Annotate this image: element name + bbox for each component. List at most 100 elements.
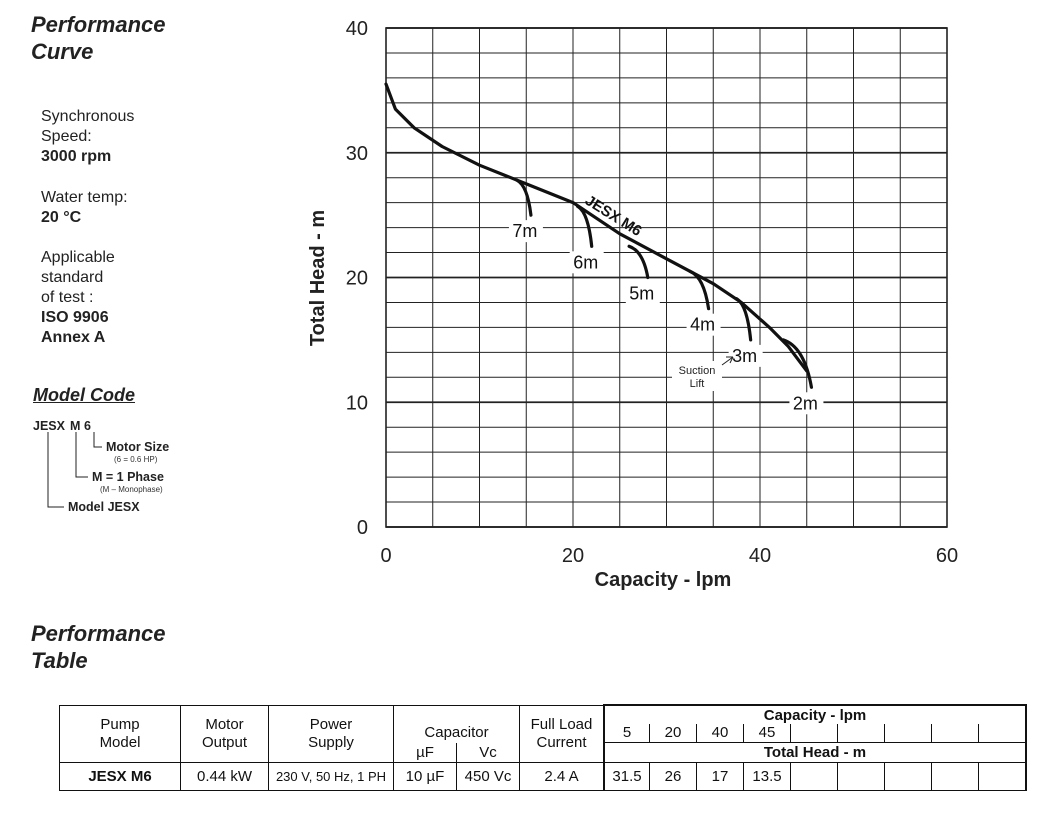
th-pump-model-line1: Pump bbox=[100, 715, 140, 733]
water-temp-label: Water temp: bbox=[41, 189, 128, 206]
model-code-diagram: JESX M 6 Motor Size M = 1 Phase Model JE… bbox=[33, 419, 169, 514]
branch-label-bg-5m bbox=[625, 282, 660, 305]
td-head-4 bbox=[790, 762, 838, 791]
td-head-5 bbox=[837, 762, 885, 791]
th-pump-model: Pump Model bbox=[59, 704, 181, 763]
branch-label-7m: 7m bbox=[512, 221, 537, 241]
capacity-value-2: 40 bbox=[696, 724, 743, 742]
water-temp-value: 20 °C bbox=[41, 209, 82, 226]
branch-label-6m: 6m bbox=[573, 252, 598, 272]
y-axis-label: Total Head - m bbox=[307, 210, 329, 346]
branch-7m bbox=[515, 178, 533, 217]
td-head-6 bbox=[884, 762, 932, 791]
model-label: Model JESX bbox=[68, 500, 140, 514]
capacity-value-3: 45 bbox=[743, 724, 790, 742]
model-code-title: Model Code bbox=[33, 385, 135, 405]
td-head-3: 13.5 bbox=[743, 762, 791, 791]
model-code-connectors bbox=[47, 432, 102, 508]
curve-heading-line2: Curve bbox=[31, 39, 94, 64]
capacity-value-0: 5 bbox=[622, 724, 632, 741]
branch-2m bbox=[781, 338, 814, 389]
suction-branches: 7m 6m 5m 4m 3m 2m bbox=[508, 178, 824, 415]
y-tick-30: 30 bbox=[346, 143, 368, 165]
td-head-7 bbox=[931, 762, 979, 791]
th-power-supply-line1: Power bbox=[309, 715, 353, 733]
capacity-values: 5 20 40 45 bbox=[605, 724, 1025, 742]
branch-label-5m: 5m bbox=[629, 284, 654, 304]
capacity-value-1: 20 bbox=[649, 724, 696, 742]
branch-label-2m: 2m bbox=[793, 393, 818, 413]
phase-note: (M – Monophase) bbox=[100, 485, 163, 494]
standard-value-1: ISO 9906 bbox=[41, 309, 109, 326]
th-full-load-line1: Full Load bbox=[530, 715, 593, 733]
branch-label-bg-4m bbox=[686, 313, 721, 336]
phase-label: M = 1 Phase bbox=[92, 470, 164, 484]
standard-label-2: standard bbox=[41, 269, 104, 286]
th-total-head: Total Head - m bbox=[603, 742, 1027, 763]
speed-label-1: Synchronous bbox=[41, 108, 135, 125]
td-cap-vc: 450 Vc bbox=[456, 762, 520, 791]
motor-size-label: Motor Size bbox=[106, 440, 169, 454]
td-full-load: 2.4 A bbox=[519, 762, 605, 791]
th-motor-output-line1: Motor bbox=[205, 715, 244, 733]
th-cap-vc: Vc bbox=[456, 742, 520, 763]
x-tick-0: 0 bbox=[380, 545, 391, 567]
speed-value: 3000 rpm bbox=[41, 148, 112, 165]
suction-lift-arrow bbox=[721, 356, 734, 366]
th-power-supply: Power Supply bbox=[268, 704, 394, 763]
curve-heading: Performance Curve bbox=[31, 11, 166, 65]
table-heading-line2: Table bbox=[31, 648, 88, 673]
table-heading: Performance Table bbox=[31, 620, 166, 674]
speed-label-2: Speed: bbox=[41, 128, 92, 145]
performance-table: Pump Model Motor Output Power Supply Cap… bbox=[59, 704, 1027, 791]
branch-6m bbox=[576, 204, 594, 248]
suction-lift-arrowhead bbox=[726, 356, 734, 364]
capacity-value-8 bbox=[978, 724, 1025, 742]
capacity-value-5 bbox=[837, 724, 884, 742]
standard-label-1: Applicable bbox=[41, 249, 115, 266]
branch-5m bbox=[627, 244, 650, 280]
th-motor-output: Motor Output bbox=[180, 704, 269, 763]
branch-label-bg-6m bbox=[569, 251, 604, 274]
th-motor-output-line2: Output bbox=[201, 733, 248, 751]
x-tick-40: 40 bbox=[749, 545, 771, 567]
standard-label-3: of test : bbox=[41, 289, 94, 306]
suction-lift-bg bbox=[672, 361, 722, 391]
td-head-0: 31.5 bbox=[603, 762, 650, 791]
td-power-supply: 230 V, 50 Hz, 1 PH bbox=[268, 762, 394, 791]
branch-3m bbox=[735, 297, 753, 342]
branch-label-4m: 4m bbox=[690, 315, 715, 335]
branch-4m bbox=[688, 269, 711, 311]
td-head-8 bbox=[978, 762, 1027, 791]
y-tick-0: 0 bbox=[357, 517, 368, 539]
suction-lift-line2: Lift bbox=[690, 378, 705, 390]
y-tick-40: 40 bbox=[346, 18, 368, 40]
x-axis-label: Capacity - lpm bbox=[595, 569, 732, 591]
chart-grid bbox=[385, 27, 948, 528]
suction-lift-line1: Suction bbox=[679, 365, 716, 377]
motor-size-note: (6 = 0.6 HP) bbox=[114, 455, 158, 464]
td-model: JESX M6 bbox=[59, 762, 181, 791]
capacity-value-6 bbox=[884, 724, 931, 742]
table-heading-line1: Performance bbox=[31, 621, 166, 646]
x-tick-60: 60 bbox=[936, 545, 958, 567]
branch-label-bg-3m bbox=[728, 344, 763, 367]
branch-label-bg-7m bbox=[508, 220, 543, 243]
td-motor-output: 0.44 kW bbox=[180, 762, 269, 791]
th-capacitor: Capacitor bbox=[393, 704, 520, 743]
curve-heading-line1: Performance bbox=[31, 12, 166, 37]
speed-info: Synchronous Speed: 3000 rpm bbox=[41, 107, 134, 167]
th-pump-model-line2: Model bbox=[99, 733, 141, 751]
th-power-supply-line2: Supply bbox=[308, 733, 354, 751]
code-6: 6 bbox=[84, 419, 91, 433]
branch-label-3m: 3m bbox=[732, 346, 757, 366]
td-head-2: 17 bbox=[696, 762, 744, 791]
y-tick-20: 20 bbox=[346, 268, 368, 290]
plot-frame bbox=[385, 27, 948, 528]
performance-chart: 0 20 40 60 0 10 20 30 40 Capacity - lpm Total He… bbox=[307, 18, 958, 591]
standard-info: Applicable standard of test : ISO 9906 A… bbox=[41, 248, 115, 348]
chart-tick-labels: 0 20 40 60 0 10 20 30 40 bbox=[346, 18, 958, 567]
th-full-load-line2: Current bbox=[536, 733, 587, 751]
th-cap-uf: µF bbox=[393, 742, 457, 763]
capacity-value-7 bbox=[931, 724, 978, 742]
